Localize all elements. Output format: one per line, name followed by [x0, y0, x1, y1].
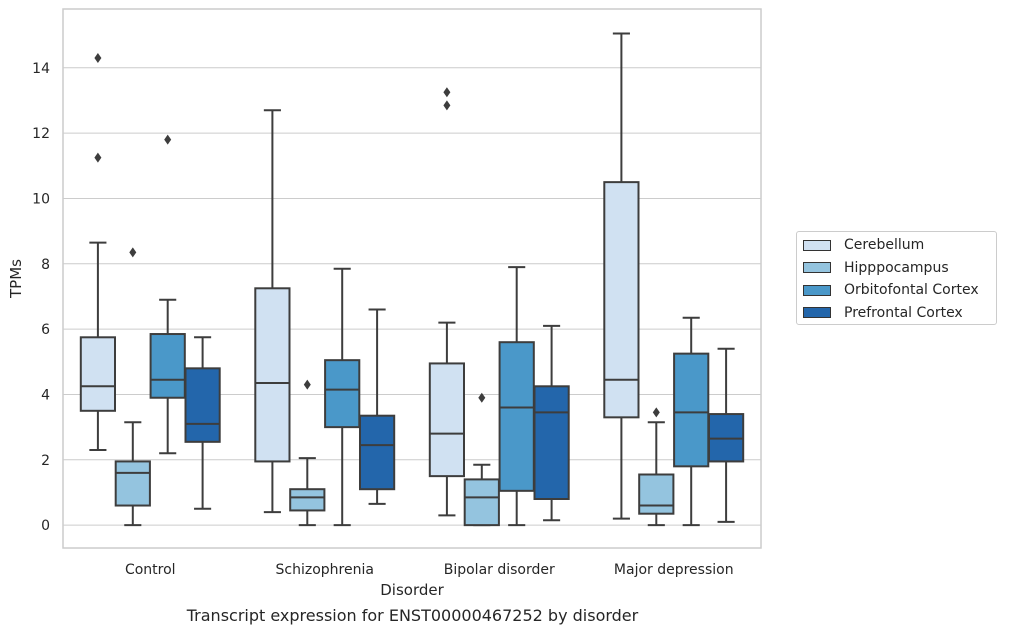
box-1-0 — [114, 247, 151, 527]
legend-swatch — [803, 307, 831, 318]
box-0-1 — [254, 109, 291, 514]
box-body — [673, 352, 710, 468]
outlier-point — [129, 247, 137, 258]
outlier-point — [164, 134, 172, 145]
box-body — [79, 336, 117, 412]
box-body — [638, 473, 675, 515]
box-0-3 — [603, 32, 640, 520]
x-tick-label: Bipolar disorder — [444, 562, 555, 578]
y-tick-label: 8 — [41, 257, 50, 273]
y-tick-label: 0 — [41, 518, 50, 534]
box-body — [114, 460, 151, 507]
plot-frame — [62, 8, 762, 549]
box-body — [324, 359, 361, 429]
y-tick-label: 6 — [41, 322, 50, 338]
y-tick-label: 4 — [41, 387, 50, 403]
outlier-point — [652, 407, 660, 418]
box-body — [149, 333, 186, 399]
box-3-0 — [184, 336, 221, 510]
y-tick-label: 12 — [32, 126, 50, 142]
x-tick-label: Control — [125, 562, 176, 578]
legend-swatch — [803, 284, 831, 296]
legend-item: Prefrontal Cortex — [803, 304, 963, 322]
box-1-1 — [289, 379, 326, 527]
legend-item: Orbitofontal Cortex — [803, 281, 979, 299]
box-1-3 — [638, 407, 675, 527]
box-2-3 — [673, 316, 710, 527]
outlier-point — [94, 53, 102, 63]
box-2-1 — [324, 267, 361, 527]
outlier-point — [94, 152, 102, 163]
legend-item: Hipppocampus — [803, 259, 949, 277]
box-body — [289, 488, 326, 512]
box-body — [428, 362, 466, 478]
box-3-1 — [358, 308, 396, 505]
legend: Cerebellum Hipppocampus Orbitofontal Corte… — [796, 231, 997, 325]
legend-swatch — [803, 239, 831, 251]
outlier-point — [303, 379, 311, 390]
legend-label: Orbitofontal Cortex — [844, 282, 979, 298]
x-axis-label: Disorder — [380, 581, 444, 599]
box-body — [533, 385, 570, 500]
x-tick-label: Major depression — [614, 562, 734, 578]
y-tick-label: 14 — [32, 61, 50, 77]
box-2-2 — [498, 266, 535, 527]
legend-item: Cerebellum — [803, 236, 924, 254]
chart-caption: Transcript expression for ENST0000046725… — [186, 606, 639, 625]
outlier-point — [443, 87, 451, 98]
outlier-point — [478, 392, 486, 403]
box-3-2 — [533, 324, 570, 522]
box-2-0 — [149, 134, 186, 455]
box-3-3 — [707, 347, 745, 523]
box-1-2 — [463, 392, 500, 527]
y-tick-label: 2 — [41, 453, 50, 469]
outlier-point — [443, 100, 451, 111]
legend-label: Hipppocampus — [844, 259, 949, 276]
y-axis-label: TPMs — [7, 259, 25, 299]
box-body — [254, 287, 291, 463]
box-0-0 — [79, 53, 117, 451]
box-body — [463, 478, 500, 527]
box-body — [603, 181, 640, 419]
x-tick-label: Schizophrenia — [276, 562, 374, 578]
legend-swatch — [803, 262, 831, 273]
box-body — [498, 341, 535, 492]
box-body — [358, 414, 396, 491]
y-tick-label: 10 — [32, 191, 50, 207]
box-body — [184, 367, 221, 443]
legend-label: Cerebellum — [844, 237, 925, 253]
box-0-2 — [428, 87, 466, 517]
legend-label: Prefrontal Cortex — [844, 304, 963, 321]
